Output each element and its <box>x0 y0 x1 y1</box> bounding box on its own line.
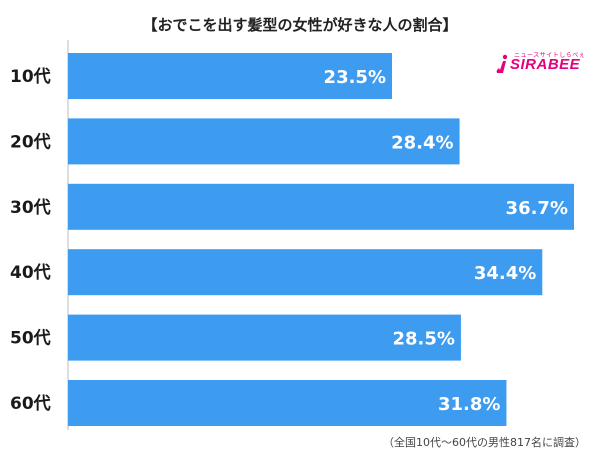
value-label-4: 34.4% <box>474 263 536 284</box>
logo-tagline: ニュースサイトしらべぇ <box>514 52 586 59</box>
bar-6 <box>68 380 507 426</box>
value-label-3: 36.7% <box>506 198 568 219</box>
value-label-1: 23.5% <box>324 67 386 88</box>
logo-text: SIRABEE <box>510 56 581 73</box>
bar-4 <box>68 249 543 296</box>
category-label-2: 20代 <box>10 131 51 152</box>
source-note: （全国10代〜60代の男性817名に調査） <box>383 436 586 449</box>
value-label-5: 28.5% <box>392 329 454 350</box>
chart-title: 【おでこを出す髪型の女性が好きな人の割合】 <box>142 16 458 34</box>
value-label-6: 31.8% <box>438 394 500 415</box>
category-label-4: 40代 <box>10 262 51 283</box>
logo-i-icon <box>496 54 508 73</box>
bar-3 <box>68 183 574 230</box>
category-label-1: 10代 <box>10 66 51 87</box>
bar-5 <box>68 314 461 361</box>
category-label-6: 60代 <box>10 393 51 414</box>
bar-2 <box>68 118 460 165</box>
value-label-2: 28.4% <box>391 132 453 153</box>
sirabee-logo: ニュースサイトしらべぇ SIRABEE <box>496 48 592 78</box>
bars-group: 10代 23.5% 20代 28.4% 30代 36.7% 40代 34.4% 50代 28.5%… <box>10 53 574 426</box>
category-label-3: 30代 <box>10 197 51 218</box>
bar-1 <box>68 53 393 99</box>
category-label-5: 50代 <box>10 328 51 349</box>
